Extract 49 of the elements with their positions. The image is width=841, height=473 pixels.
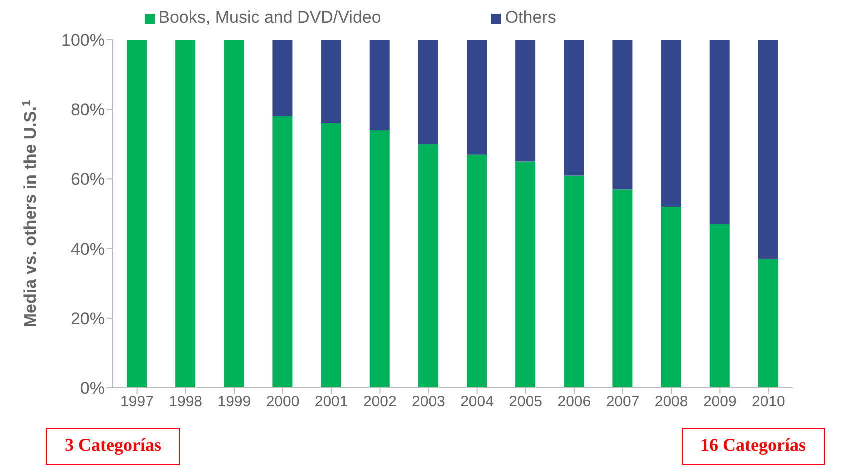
text: 16 Categorías	[682, 428, 825, 465]
text: 3 Categorías	[46, 428, 180, 465]
y-tick-label: 60%	[70, 170, 105, 190]
bar	[564, 176, 584, 388]
bar	[758, 259, 778, 388]
bar	[612, 190, 633, 388]
bar	[370, 40, 390, 130]
x-tick-label: 1999	[218, 394, 252, 411]
bar	[321, 124, 342, 388]
bar	[418, 144, 438, 388]
bar	[661, 40, 682, 208]
x-tick-label: 2010	[752, 394, 786, 411]
bar	[127, 40, 147, 388]
bar	[710, 224, 730, 388]
x-tick-label: 2003	[412, 394, 446, 411]
bar	[321, 40, 342, 124]
x-tick-label: 2007	[606, 394, 640, 411]
x-tick-label: 1997	[120, 394, 154, 411]
x-tick-label: 2004	[460, 394, 494, 411]
bar	[661, 207, 682, 388]
bar	[370, 130, 390, 388]
legend-label: Books, Music and DVD/Video	[158, 8, 382, 27]
bar	[758, 40, 778, 260]
y-tick-label: 80%	[70, 100, 105, 120]
x-tick-label: 2009	[703, 394, 737, 411]
y-tick-label: 0%	[80, 379, 105, 398]
y-tick-label: 100%	[62, 31, 105, 50]
bar	[516, 162, 536, 388]
bar	[467, 40, 487, 155]
bar	[272, 40, 293, 117]
bar	[224, 40, 244, 388]
x-tick-label: 2000	[266, 394, 300, 411]
x-tick-label: 2002	[363, 394, 397, 411]
bar	[418, 40, 438, 144]
x-tick-label: 2008	[654, 394, 688, 411]
x-tick-label: 2005	[509, 394, 543, 411]
legend-label: Others	[505, 8, 556, 27]
bar	[467, 154, 487, 388]
y-tick-label: 20%	[70, 309, 105, 328]
bar	[516, 40, 536, 162]
bar	[710, 40, 730, 224]
y-tick-label: 40%	[70, 240, 105, 259]
bar	[176, 40, 196, 388]
x-tick-label: 2006	[558, 394, 592, 411]
bar	[612, 40, 633, 190]
bar	[564, 40, 584, 176]
x-tick-label: 2001	[314, 394, 348, 411]
x-tick-label: 1998	[169, 394, 203, 411]
bar	[272, 116, 293, 388]
